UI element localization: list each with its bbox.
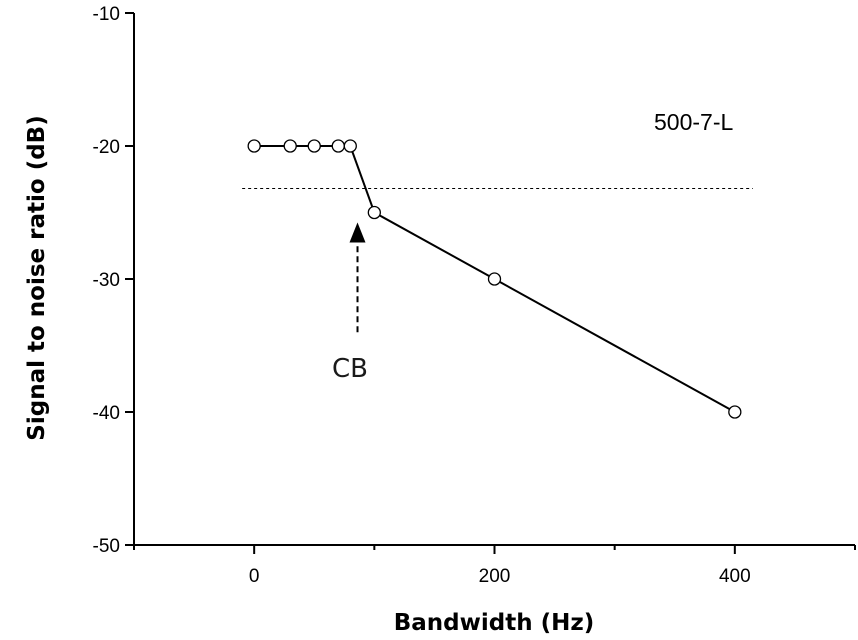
axes: -10 -20 -30 -40 -50 0 200 400 — [93, 4, 856, 587]
y-tick-label: -30 — [93, 270, 120, 291]
series-segment — [373, 211, 495, 280]
cb-label: CB — [332, 354, 368, 384]
x-axis-title: Bandwidth (Hz) — [394, 610, 595, 636]
series-group — [247, 139, 742, 419]
data-point — [247, 139, 261, 153]
x-tick-label: 200 — [479, 566, 511, 587]
y-tick-label: -50 — [93, 536, 120, 557]
data-point — [487, 272, 502, 286]
x-tick-label: 400 — [719, 566, 751, 587]
y-tick-label: -20 — [93, 137, 120, 158]
data-point — [307, 139, 321, 153]
y-axis-title: Signal to noise ratio (dB) — [24, 115, 50, 440]
data-point — [728, 405, 742, 419]
data-point — [283, 139, 297, 153]
data-point — [331, 139, 345, 153]
series-segment — [349, 145, 376, 213]
legend-label: 500-7-L — [654, 109, 733, 135]
x-tick-label: 0 — [249, 566, 260, 587]
data-point — [367, 205, 381, 220]
y-tick-label: -10 — [93, 4, 120, 25]
series-segment — [494, 278, 736, 413]
y-tick-label: -40 — [93, 403, 120, 424]
data-point — [343, 139, 357, 153]
